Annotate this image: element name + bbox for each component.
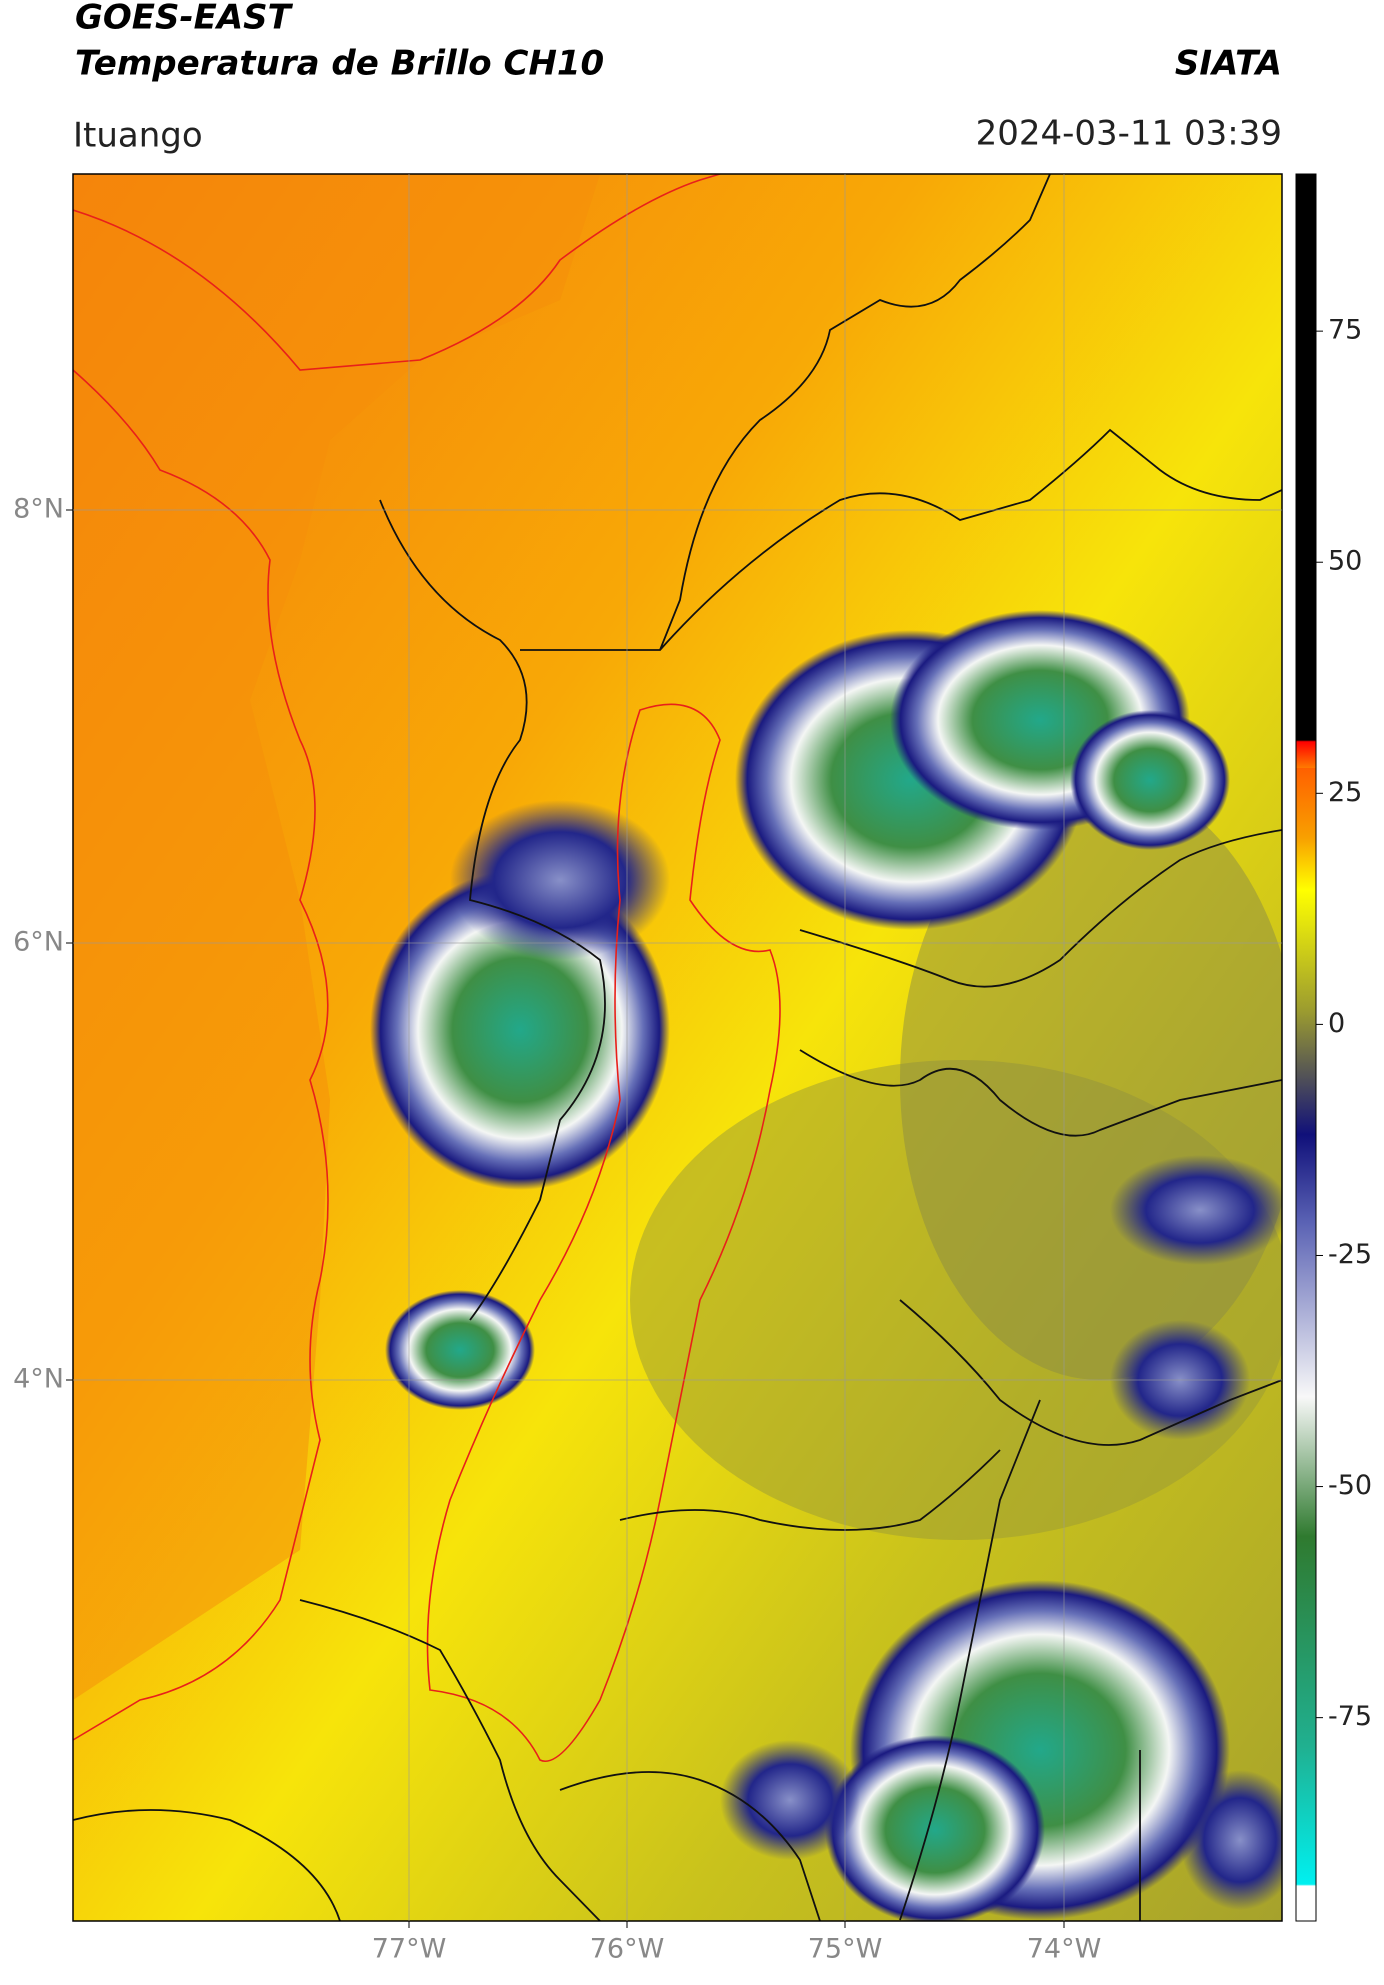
satellite-name: GOES-EAST [75, 0, 294, 38]
cloud-edge [720, 1740, 860, 1860]
coastline [73, 174, 721, 371]
coastline [73, 369, 329, 1741]
lon-label: 74°W [1027, 1934, 1102, 1965]
convective-cloud [825, 1735, 1045, 1921]
product-name: Temperatura de Brillo CH10 [75, 44, 604, 84]
colorbar-tick-label: 75 [1328, 315, 1362, 346]
region: Ituango [73, 116, 203, 156]
datetime: 2024-03-11 03:39 [976, 114, 1282, 154]
map-frame [72, 173, 1283, 1922]
colorbar-tick-label: -50 [1328, 1470, 1372, 1501]
lat-label: 6°N [13, 927, 64, 958]
colorbar-tick-label: -75 [1328, 1701, 1372, 1732]
colorbar-tick-label: 25 [1328, 777, 1362, 808]
lon-label: 76°W [590, 1934, 665, 1965]
warm-zone [73, 174, 600, 1700]
agency: SIATA [1175, 44, 1282, 84]
colorbar-tick-label: 0 [1328, 1008, 1345, 1039]
lat-label: 4°N [13, 1364, 64, 1395]
lat-label: 8°N [13, 494, 64, 525]
admin-boundary [559, 829, 1282, 1921]
colorbar [1295, 173, 1317, 1922]
cloud-edge [450, 800, 670, 960]
convective-cloud [1070, 710, 1230, 850]
map-area [73, 174, 1282, 1921]
cloud-edge [1180, 1770, 1282, 1910]
watershed [426, 703, 781, 1762]
colorbar-tick-label: -25 [1328, 1239, 1372, 1270]
lon-label: 77°W [372, 1934, 447, 1965]
colorbar-tick-label: 50 [1328, 546, 1362, 577]
cloud-edge [1110, 1155, 1282, 1265]
convective-cloud [385, 1290, 535, 1410]
admin-boundary [73, 1599, 601, 1921]
lon-label: 75°W [808, 1934, 883, 1965]
admin-boundary [379, 174, 1282, 1321]
